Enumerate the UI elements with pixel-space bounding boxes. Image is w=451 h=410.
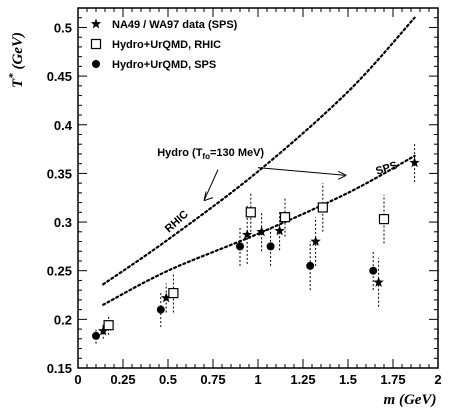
curve-rhic bbox=[102, 16, 416, 286]
x-tick-label: 1.75 bbox=[380, 372, 405, 387]
y-tick-label: 0.45 bbox=[47, 69, 72, 84]
data-point-star bbox=[241, 229, 253, 240]
data-point-square bbox=[317, 202, 328, 213]
data-point-circle bbox=[266, 242, 275, 251]
sps-curve-label: SPS bbox=[374, 159, 399, 177]
data-point-circle bbox=[92, 331, 100, 340]
y-axis-title: T* (GeV) bbox=[7, 32, 26, 88]
data-point-square bbox=[378, 214, 390, 225]
y-tick-label: 0.4 bbox=[54, 118, 73, 133]
data-point-star bbox=[160, 292, 172, 303]
data-point-star bbox=[97, 325, 109, 336]
x-tick-label: 0.75 bbox=[200, 372, 225, 387]
data-point-circle bbox=[369, 266, 378, 275]
legend-label: Hydro+UrQMD, SPS bbox=[112, 59, 216, 71]
data-point-star bbox=[310, 236, 321, 246]
legend: NA49 / WA97 data (SPS) Hydro+UrQMD, RHIC H… bbox=[90, 18, 238, 71]
legend-label: NA49 / WA97 data (SPS) bbox=[112, 19, 238, 31]
plot-layer: NA49 / WA97 data (SPS) Hydro+UrQMD, RHIC H… bbox=[90, 16, 420, 344]
curve-sps bbox=[102, 154, 416, 306]
data-point-circle bbox=[92, 60, 100, 68]
x-tick-label: 0.5 bbox=[159, 372, 177, 387]
arrowhead-sps bbox=[337, 170, 347, 180]
axis-layer: 0 0.25 0.5 0.75 1 1.25 1.5 1.75 2 0.15 0.2 0.25 0.3 0… bbox=[47, 7, 442, 387]
data-point-star bbox=[90, 18, 102, 29]
y-tick-label: 0.35 bbox=[47, 166, 72, 181]
x-tick-label: 0.25 bbox=[110, 372, 135, 387]
data-point-circle bbox=[156, 305, 165, 314]
series-open-square bbox=[103, 183, 390, 335]
series-filled-circle bbox=[92, 226, 378, 344]
x-tick-label: 1.25 bbox=[290, 372, 315, 387]
y-tick-label: 0.3 bbox=[54, 215, 72, 230]
x-tick-label: 2 bbox=[434, 372, 441, 387]
rhic-curve-label: RHIC bbox=[163, 208, 191, 235]
arrow-rhic bbox=[203, 169, 219, 201]
data-point-star bbox=[274, 225, 285, 236]
x-tick-label: 1.5 bbox=[339, 372, 357, 387]
data-point-square bbox=[168, 287, 179, 299]
legend-label: Hydro+UrQMD, RHIC bbox=[112, 39, 221, 51]
data-point-star bbox=[409, 157, 420, 168]
data-point-square bbox=[103, 320, 114, 331]
arrowhead-rhic bbox=[203, 191, 214, 202]
data-point-star bbox=[256, 226, 267, 237]
y-tick-label: 0.15 bbox=[47, 361, 72, 376]
data-point-star bbox=[373, 276, 384, 287]
data-point-square bbox=[90, 38, 102, 50]
arrow-sps bbox=[257, 167, 347, 176]
x-tick-label: 1 bbox=[254, 372, 261, 387]
data-point-square bbox=[245, 207, 256, 218]
hydro-annotation: Hydro (Tfo=130 MeV) bbox=[157, 147, 264, 161]
y-tick-label: 0.25 bbox=[47, 264, 72, 279]
series-star bbox=[97, 143, 420, 339]
data-point-square bbox=[279, 212, 291, 223]
x-axis-title: m (GeV) bbox=[384, 392, 437, 408]
data-point-circle bbox=[306, 261, 315, 270]
x-tick-label: 0 bbox=[74, 372, 81, 387]
y-tick-label: 0.5 bbox=[54, 20, 72, 35]
y-tick-label: 0.2 bbox=[54, 312, 72, 327]
data-point-circle bbox=[236, 242, 244, 251]
